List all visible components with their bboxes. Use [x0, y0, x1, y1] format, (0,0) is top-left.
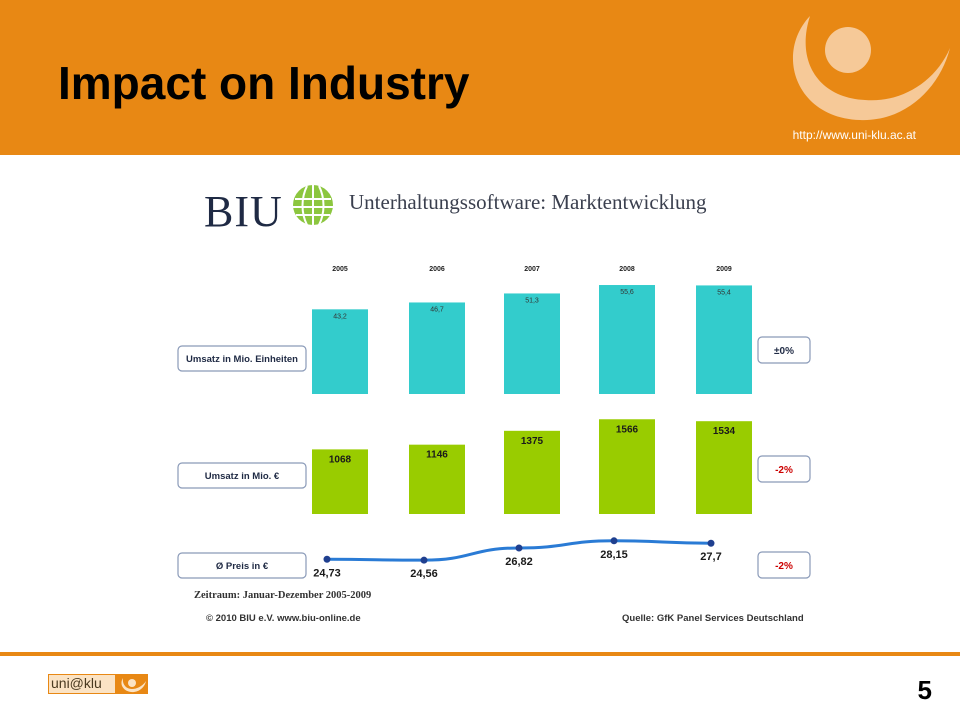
footer-divider [0, 652, 960, 656]
revenue-value-label: 1146 [426, 450, 448, 461]
series-label-box [177, 462, 307, 489]
price-value-label: 27,7 [700, 551, 721, 563]
price-value-label: 24,56 [410, 568, 438, 580]
biu-brand: BIU [204, 187, 283, 236]
units-value-label: 46,7 [430, 306, 444, 313]
revenue-bar-2009 [696, 421, 752, 514]
footer-logo-icon [48, 674, 148, 694]
price-value-label: 28,15 [600, 549, 628, 561]
change-box [757, 336, 811, 364]
footer-logo-text: uni@klu [51, 675, 102, 691]
units-value-label: 43,2 [333, 313, 347, 320]
units-value-label: 55,6 [620, 289, 634, 296]
footer-logo: uni@klu [48, 674, 148, 694]
revenue-value-label: 1068 [329, 454, 352, 465]
change-box [757, 551, 811, 579]
copyright-note: © 2010 BIU e.V. www.biu-online.de [206, 613, 361, 624]
price-value-label: 24,73 [313, 567, 341, 579]
series-label-box [177, 345, 307, 372]
revenue-value-label: 1566 [616, 424, 639, 435]
change-label: -2% [775, 465, 793, 476]
revenue-bar-2006 [409, 444, 465, 514]
revenue-value-label: 1375 [521, 436, 544, 447]
figure-heading: Unterhaltungssoftware: Marktentwicklung [349, 190, 707, 214]
year-label-2007: 2007 [524, 266, 540, 273]
series-label: Umsatz in Mio. Einheiten [186, 354, 298, 365]
series-label-box [177, 552, 307, 579]
revenue-bar-2008 [599, 419, 655, 514]
university-logo-icon [792, 16, 950, 121]
series-label: Ø Preis in € [216, 561, 269, 572]
change-box [757, 455, 811, 483]
change-label: -2% [775, 561, 793, 572]
units-value-label: 55,4 [717, 289, 731, 296]
units-bar-2006 [409, 302, 465, 394]
units-bar-2005 [312, 309, 368, 394]
price-point-2007 [515, 544, 523, 552]
units-bar-2009 [696, 285, 752, 394]
price-point-2006 [420, 556, 428, 564]
university-url[interactable]: http://www.uni-klu.ac.at [792, 128, 916, 142]
year-label-2008: 2008 [619, 266, 635, 273]
period-note: Zeitraum: Januar-Dezember 2005-2009 [194, 590, 372, 601]
year-label-2005: 2005 [332, 266, 348, 273]
price-point-2009 [707, 539, 715, 547]
units-bar-2007 [504, 293, 560, 394]
revenue-bar-2005 [312, 449, 368, 514]
units-bar-2008 [599, 285, 655, 394]
units-value-label: 51,3 [525, 297, 539, 304]
source-note: Quelle: GfK Panel Services Deutschland [622, 613, 804, 624]
slide-header: Impact on Industry http://www.uni-klu.ac… [0, 0, 960, 155]
revenue-bar-2007 [504, 430, 560, 514]
year-label-2006: 2006 [429, 266, 445, 273]
biu-globe-icon [293, 185, 333, 226]
price-point-2005 [323, 555, 331, 563]
change-label: ±0% [774, 346, 794, 357]
revenue-value-label: 1534 [713, 426, 736, 437]
series-label: Umsatz in Mio. € [205, 471, 280, 482]
price-point-2008 [610, 537, 618, 545]
page-number: 5 [917, 675, 932, 705]
year-label-2009: 2009 [716, 266, 732, 273]
slide-title: Impact on Industry [58, 57, 470, 109]
price-value-label: 26,82 [505, 556, 533, 568]
